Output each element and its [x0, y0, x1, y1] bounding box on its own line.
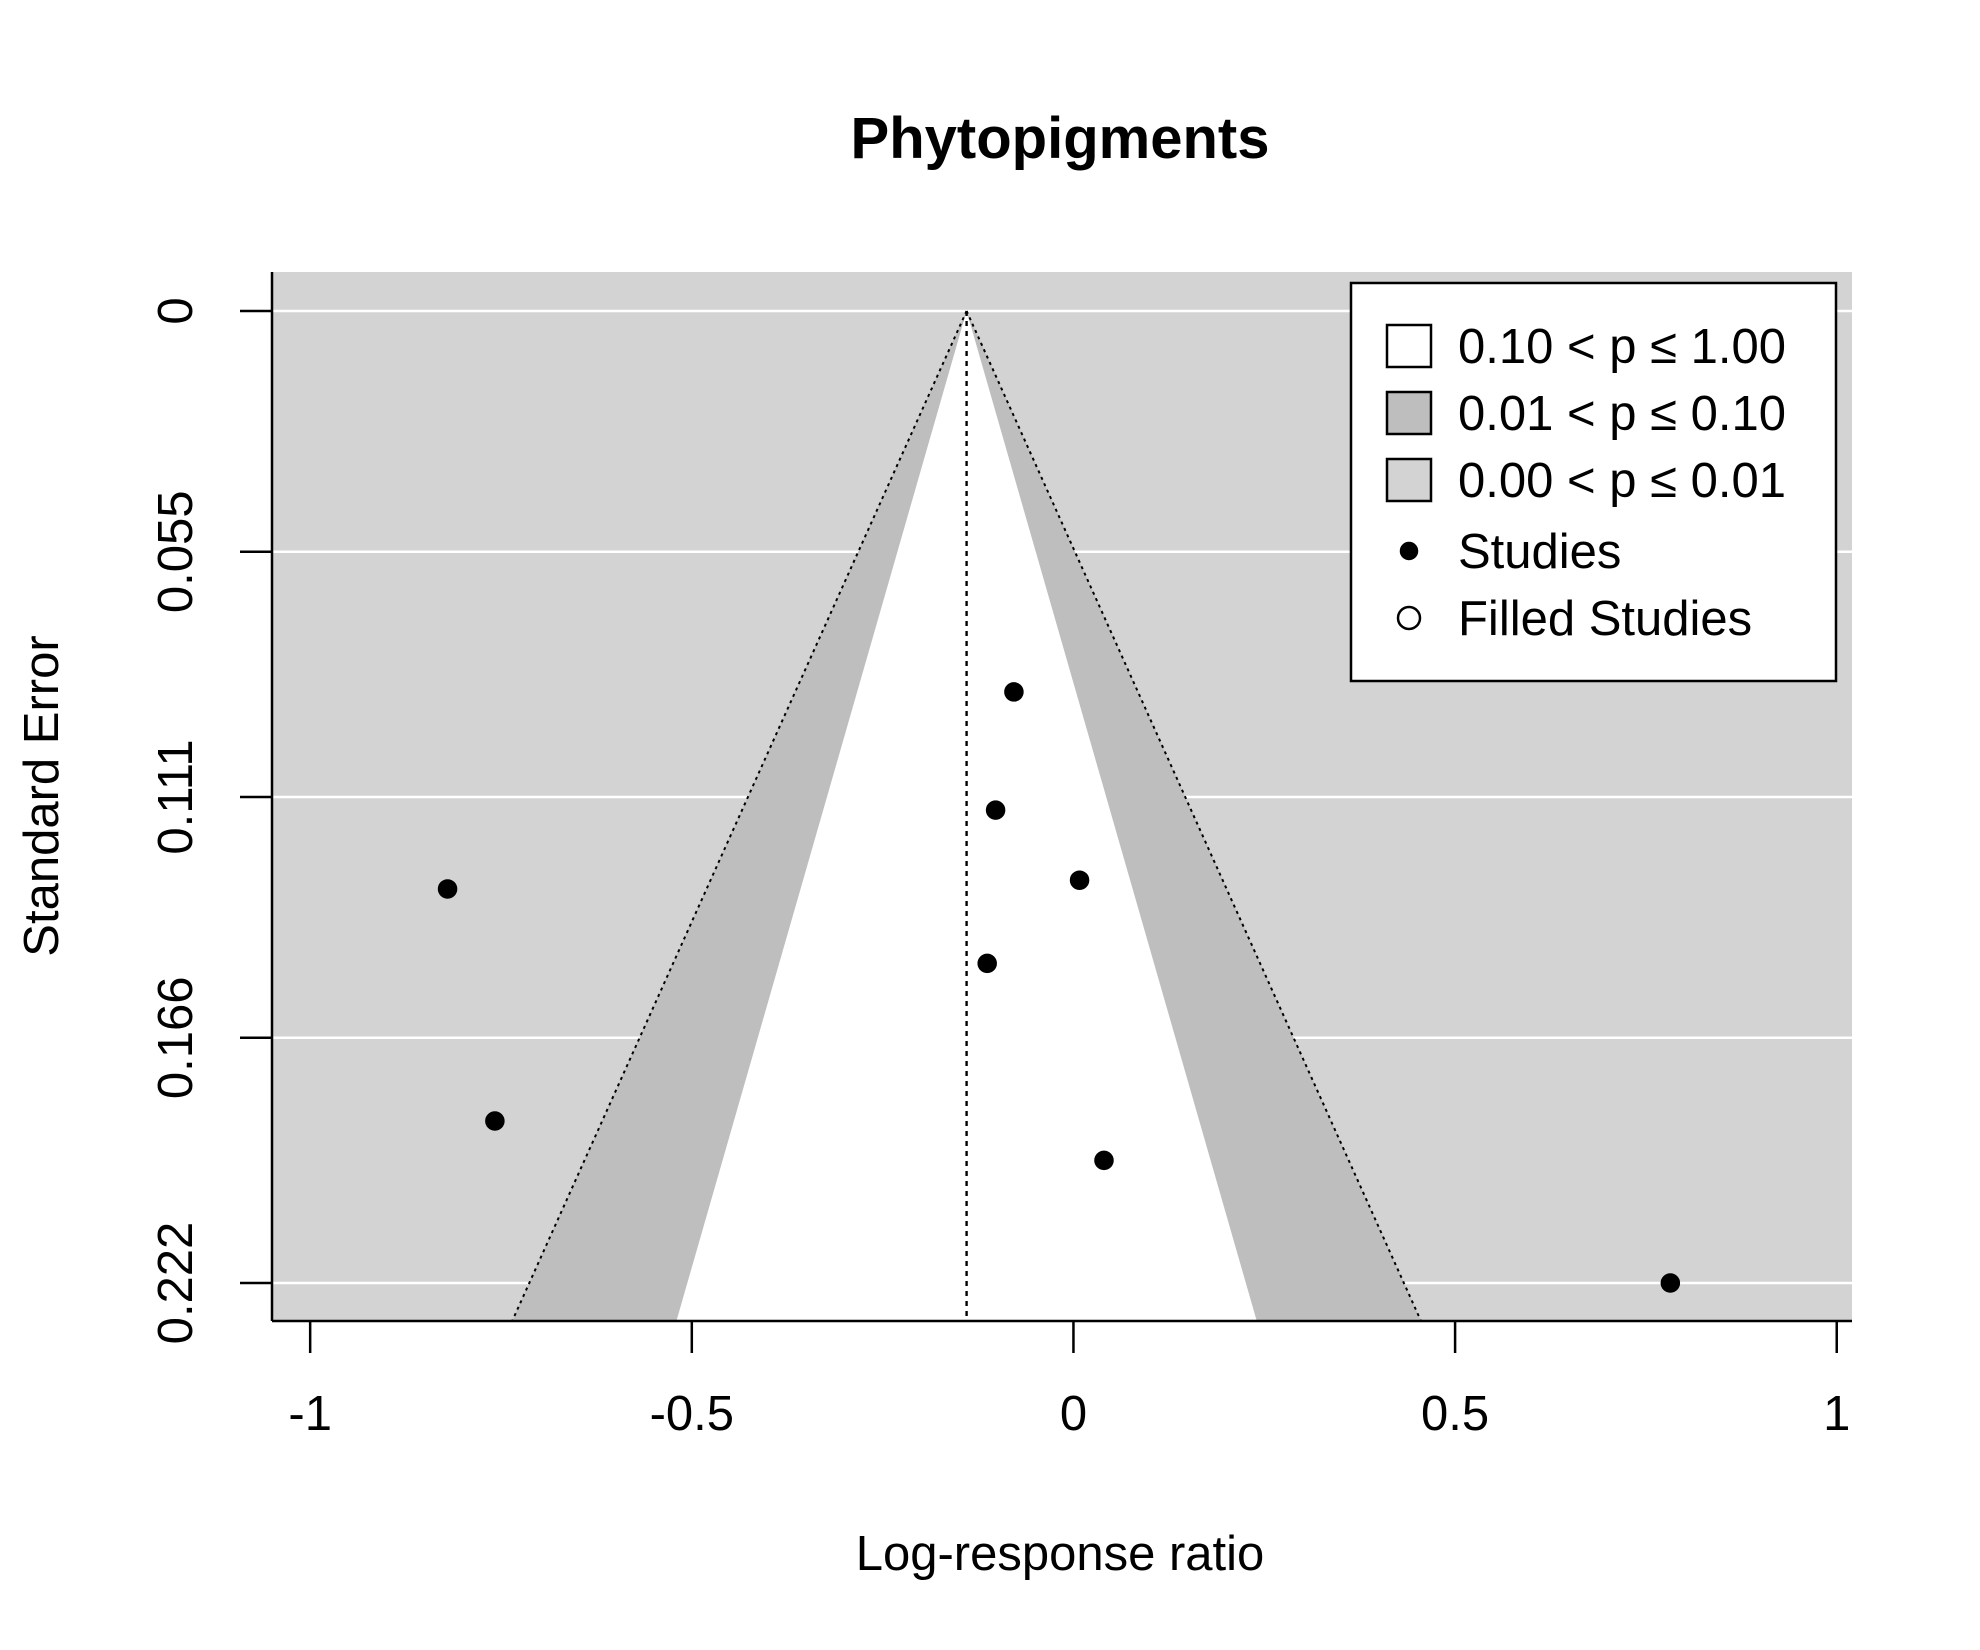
- x-axis: -1 -0.5 0 0.5 1: [272, 1319, 1852, 1441]
- legend-label-0: 0.10 < p ≤ 1.00: [1458, 320, 1786, 374]
- study-point-7: [1660, 1273, 1681, 1293]
- legend-swatch-0: [1385, 323, 1433, 369]
- x-tick-label-3: 0.5: [1421, 1387, 1489, 1441]
- y-tick-label-1: 0.055: [149, 490, 203, 613]
- y-tick-label-4: 0.222: [149, 1222, 203, 1345]
- legend-marker-4: [1396, 605, 1422, 631]
- x-axis-title: Log-response ratio: [856, 1527, 1265, 1581]
- legend-label-3: Studies: [1458, 525, 1621, 579]
- funnel-boundary-right: [965, 310, 1422, 1322]
- study-point-4: [977, 953, 997, 974]
- study-point-5: [485, 1111, 505, 1131]
- y-tick-label-2: 0.111: [149, 739, 203, 854]
- study-point-3: [437, 879, 458, 899]
- y-axis-title: Standard Error: [15, 635, 69, 956]
- study-point-2: [1069, 870, 1090, 890]
- y-ticks: 0 0.055 0.111 0.166 0.222: [149, 297, 272, 1344]
- x-tick-label-2: 0: [1060, 1387, 1087, 1441]
- legend-label-4: Filled Studies: [1458, 592, 1752, 646]
- x-tick-label-4: 1: [1823, 1387, 1850, 1441]
- legend-entries: 0.10 < p ≤ 1.00 0.01 < p ≤ 0.10 0.00 < p ≤…: [1385, 320, 1786, 646]
- x-tick-label-1: -0.5: [650, 1387, 734, 1441]
- y-tick-label-0: 0: [149, 297, 203, 324]
- study-point-1: [985, 800, 1006, 820]
- legend-swatch-1: [1385, 390, 1433, 436]
- x-tick-label-0: -1: [288, 1387, 332, 1441]
- legend-label-1: 0.01 < p ≤ 0.10: [1458, 387, 1786, 441]
- legend-label-2: 0.00 < p ≤ 0.01: [1458, 454, 1786, 508]
- x-ticks: -1 -0.5 0 0.5 1: [288, 1321, 1850, 1441]
- y-tick-label-3: 0.166: [149, 976, 203, 1099]
- legend: 0.10 < p ≤ 1.00 0.01 < p ≤ 0.10 0.00 < p ≤…: [1349, 281, 1838, 683]
- y-axis: 0 0.055 0.111 0.166 0.222: [149, 272, 274, 1344]
- study-point-0: [1004, 682, 1024, 702]
- funnel-boundary-left: [511, 310, 968, 1322]
- funnel-boundaries: [511, 310, 1422, 1322]
- legend-swatch-2: [1385, 457, 1433, 503]
- study-point-6: [1094, 1150, 1114, 1171]
- chart-title: Phytopigments: [851, 106, 1270, 171]
- legend-marker-3: [1399, 541, 1419, 561]
- study-points: [437, 682, 1681, 1293]
